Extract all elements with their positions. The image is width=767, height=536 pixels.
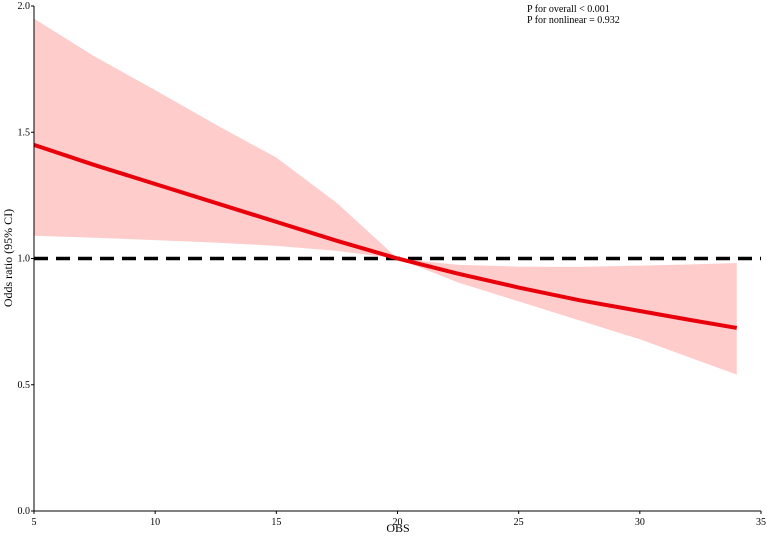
x-tick-label: 30 xyxy=(635,517,645,528)
y-tick-label: 2.0 xyxy=(18,1,31,12)
annotation: P for overall < 0.001 xyxy=(527,4,610,15)
x-tick-label: 25 xyxy=(514,517,524,528)
y-tick-label: 1.5 xyxy=(18,127,31,138)
x-tick-label: 10 xyxy=(150,517,160,528)
y-axis-label: Odds ratio (95% CI) xyxy=(1,209,15,307)
ci-band xyxy=(34,18,737,375)
x-tick-label: 20 xyxy=(393,517,403,528)
line xyxy=(33,142,738,330)
annotation: P for nonlinear = 0.932 xyxy=(527,15,620,26)
x-tick-label: 5 xyxy=(32,517,37,528)
y-tick-label: 0.0 xyxy=(18,506,31,517)
x-axis-label: OBS xyxy=(386,521,409,535)
y-tick-label: 0.5 xyxy=(18,380,31,391)
x-tick-label: 15 xyxy=(271,517,281,528)
y-tick-label: 1.0 xyxy=(18,254,31,265)
x-tick-label: 35 xyxy=(756,517,766,528)
